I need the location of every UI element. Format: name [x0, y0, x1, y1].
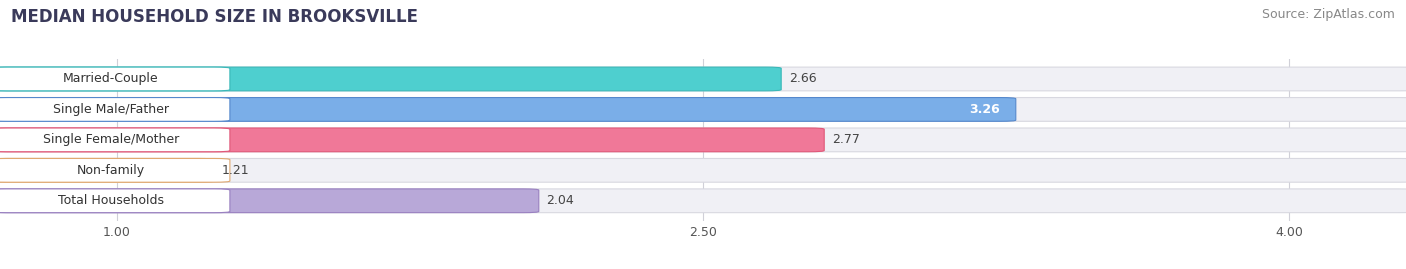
FancyBboxPatch shape: [0, 128, 231, 152]
Text: Non-family: Non-family: [76, 164, 145, 177]
Text: 2.04: 2.04: [547, 194, 575, 207]
Text: Married-Couple: Married-Couple: [63, 72, 159, 86]
Text: MEDIAN HOUSEHOLD SIZE IN BROOKSVILLE: MEDIAN HOUSEHOLD SIZE IN BROOKSVILLE: [11, 8, 418, 26]
Text: Total Households: Total Households: [58, 194, 163, 207]
FancyBboxPatch shape: [0, 67, 1406, 91]
FancyBboxPatch shape: [0, 158, 214, 182]
FancyBboxPatch shape: [0, 189, 538, 213]
FancyBboxPatch shape: [0, 189, 231, 213]
Text: Source: ZipAtlas.com: Source: ZipAtlas.com: [1261, 8, 1395, 21]
Text: 2.66: 2.66: [789, 72, 817, 86]
FancyBboxPatch shape: [0, 67, 231, 91]
Text: Single Female/Mother: Single Female/Mother: [42, 133, 179, 146]
FancyBboxPatch shape: [0, 98, 231, 121]
Text: Single Male/Father: Single Male/Father: [52, 103, 169, 116]
FancyBboxPatch shape: [0, 189, 1406, 213]
FancyBboxPatch shape: [0, 158, 1406, 182]
Text: 2.77: 2.77: [832, 133, 860, 146]
Text: 1.21: 1.21: [222, 164, 250, 177]
FancyBboxPatch shape: [0, 98, 1015, 121]
FancyBboxPatch shape: [0, 128, 824, 152]
Text: 3.26: 3.26: [969, 103, 1000, 116]
FancyBboxPatch shape: [0, 98, 1406, 121]
FancyBboxPatch shape: [0, 128, 1406, 152]
FancyBboxPatch shape: [0, 67, 782, 91]
FancyBboxPatch shape: [0, 158, 231, 182]
